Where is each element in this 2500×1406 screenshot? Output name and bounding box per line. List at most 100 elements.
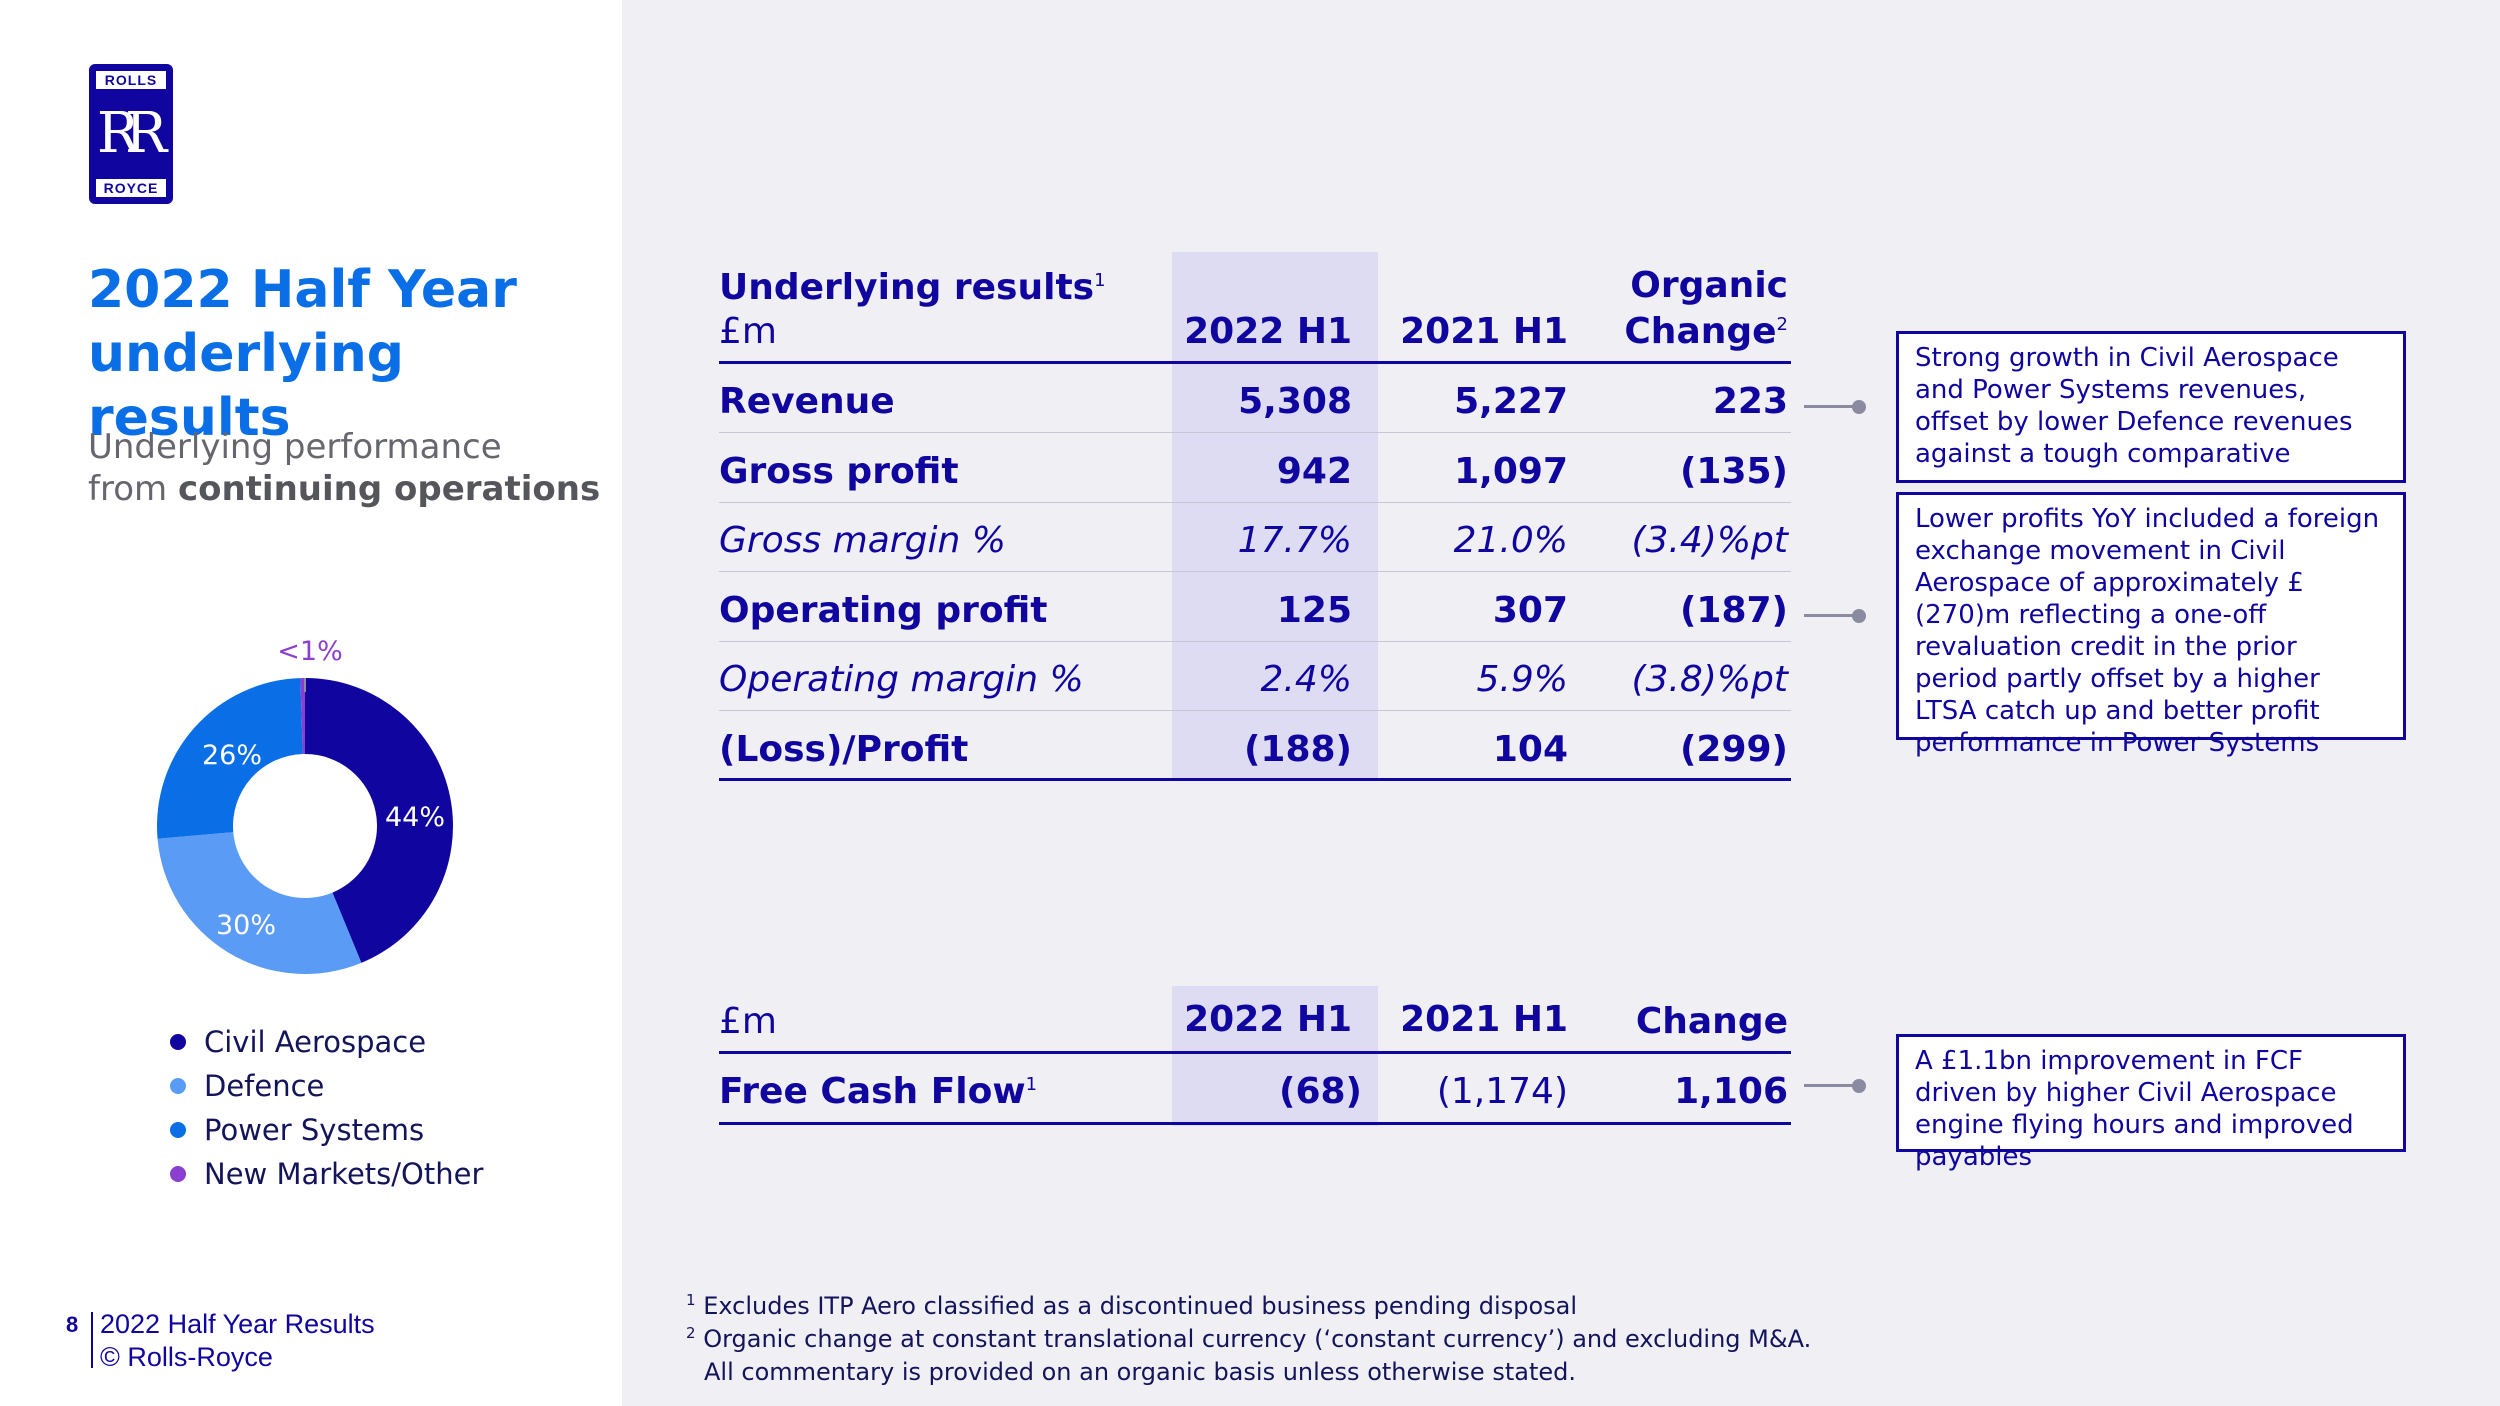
table2-header-rule xyxy=(719,1051,1791,1054)
row-revenue-change: 223 xyxy=(1712,381,1788,422)
footer-line-1: 2022 Half Year Results xyxy=(100,1309,375,1339)
row-revenue-2021: 5,227 xyxy=(1454,381,1568,422)
row-divider xyxy=(719,502,1791,503)
logo-monogram: RR xyxy=(96,101,167,166)
row-gross-profit-change: (135) xyxy=(1679,451,1788,492)
row-fcf-label-text: Free Cash Flow xyxy=(719,1071,1026,1112)
connector-dot-icon xyxy=(1852,400,1866,414)
page-number: 8 xyxy=(66,1312,79,1337)
row-loss-profit-2022: (188) xyxy=(1243,729,1352,770)
connector-line xyxy=(1804,1084,1856,1087)
row-gross-margin-2022: 17.7% xyxy=(1237,520,1352,561)
table1-header-rule xyxy=(719,361,1791,364)
row-operating-profit-2022: 125 xyxy=(1276,590,1352,631)
legend-dot-icon xyxy=(170,1166,186,1182)
change-header-text: Change xyxy=(1624,311,1777,352)
legend-dot-icon xyxy=(170,1078,186,1094)
rolls-royce-logo: ROLLS RR ROYCE xyxy=(89,64,173,204)
row-fcf-2021: (1,174) xyxy=(1436,1071,1568,1112)
legend-label: Power Systems xyxy=(204,1113,425,1147)
legend-label: Defence xyxy=(204,1069,325,1103)
label-other: <1% xyxy=(277,636,342,667)
row-loss-profit-2021: 104 xyxy=(1492,729,1568,770)
slice-civil-aerospace xyxy=(305,678,453,963)
row-operating-margin-label: Operating margin % xyxy=(719,659,1084,700)
footnote-marker: 2 xyxy=(686,1324,696,1342)
row-gross-profit-2021: 1,097 xyxy=(1454,451,1568,492)
footnote-2: 2 Organic change at constant translation… xyxy=(686,1323,1811,1356)
row-operating-profit-label: Operating profit xyxy=(719,590,1048,631)
connector-dot-icon xyxy=(1852,1079,1866,1093)
row-operating-profit-change: (187) xyxy=(1679,590,1788,631)
logo-bottom-text: ROYCE xyxy=(96,179,166,197)
row-divider xyxy=(719,432,1791,433)
row-operating-profit-2021: 307 xyxy=(1492,590,1568,631)
row-operating-margin-2021: 5.9% xyxy=(1476,659,1568,700)
subtitle-line-2: from continuing operations xyxy=(88,468,608,510)
row-fcf-label: Free Cash Flow1 xyxy=(719,1070,1037,1114)
table1-col-change-line1: Organic xyxy=(1630,265,1788,306)
chart-legend: Civil Aerospace Defence Power Systems Ne… xyxy=(170,1020,483,1196)
slice-new-markets-other xyxy=(300,678,305,755)
row-fcf-change: 1,106 xyxy=(1674,1071,1788,1112)
footnote-marker: 1 xyxy=(686,1291,696,1309)
table2-bottom-rule xyxy=(719,1122,1791,1125)
row-revenue-2022: 5,308 xyxy=(1238,381,1352,422)
segment-donut-chart: <1% 26% 44% 30% xyxy=(157,636,453,974)
row-loss-profit-change: (299) xyxy=(1679,729,1788,770)
title-line-2: underlying results xyxy=(88,324,404,448)
table2-col-change: Change xyxy=(1635,1001,1788,1042)
highlight-column-2022 xyxy=(1172,252,1378,780)
footnote-ref: 1 xyxy=(1025,1074,1038,1095)
subtitle-prefix: from xyxy=(88,469,178,509)
slice-power-systems xyxy=(157,678,303,839)
connector-line xyxy=(1804,405,1856,408)
table1-col-2021: 2021 H1 xyxy=(1400,311,1568,352)
legend-label: Civil Aerospace xyxy=(204,1025,427,1059)
row-loss-profit-label: (Loss)/Profit xyxy=(719,729,969,770)
row-gross-margin-label: Gross margin % xyxy=(719,520,1006,561)
row-gross-margin-2021: 21.0% xyxy=(1453,520,1568,561)
legend-label: New Markets/Other xyxy=(204,1157,484,1191)
footer-text: 2022 Half Year Results © Rolls-Royce xyxy=(100,1308,375,1374)
table1-bottom-rule xyxy=(719,778,1791,781)
row-fcf-2022: (68) xyxy=(1278,1071,1362,1112)
footer-line-2: © Rolls-Royce xyxy=(100,1342,273,1372)
footnote-1-text: Excludes ITP Aero classified as a discon… xyxy=(703,1292,1578,1320)
label-defence: 30% xyxy=(216,910,276,941)
table2-unit: £m xyxy=(719,1001,777,1042)
title-line-1: 2022 Half Year xyxy=(88,260,517,320)
highlight-column-2022-fcf xyxy=(1172,986,1378,1126)
slice-defence xyxy=(157,832,362,974)
row-gross-margin-change: (3.4)%pt xyxy=(1631,520,1788,561)
connector-line xyxy=(1804,614,1856,617)
legend-dot-icon xyxy=(170,1034,186,1050)
row-operating-margin-2022: 2.4% xyxy=(1260,659,1352,700)
label-civil-aerospace: 44% xyxy=(385,802,445,833)
row-divider xyxy=(719,571,1791,572)
callout-fcf: A £1.1bn improvement in FCF driven by hi… xyxy=(1896,1034,2406,1172)
table2-col-2022: 2022 H1 xyxy=(1184,999,1352,1040)
table1-col-change-line2: Change2 xyxy=(1578,310,1788,354)
table1-col-2022: 2022 H1 xyxy=(1184,311,1352,352)
footnotes: 1 Excludes ITP Aero classified as a disc… xyxy=(686,1290,1811,1389)
legend-item-civil-aerospace: Civil Aerospace xyxy=(170,1020,483,1064)
table2-col-2021: 2021 H1 xyxy=(1400,999,1568,1040)
callout-revenue: Strong growth in Civil Aerospace and Pow… xyxy=(1896,331,2406,483)
logo-top-text: ROLLS xyxy=(96,71,166,89)
legend-dot-icon xyxy=(170,1122,186,1138)
connector-dot-icon xyxy=(1852,609,1866,623)
legend-item-power-systems: Power Systems xyxy=(170,1108,483,1152)
row-divider xyxy=(719,710,1791,711)
page-title: 2022 Half Year underlying results xyxy=(88,258,608,450)
footnote-ref: 1 xyxy=(1094,270,1106,291)
row-revenue-label: Revenue xyxy=(719,381,895,422)
sidebar: ROLLS RR ROYCE 2022 Half Year underlying… xyxy=(0,0,622,1406)
row-divider xyxy=(719,641,1791,642)
subtitle-line-1: Underlying performance xyxy=(88,427,502,467)
row-operating-margin-change: (3.8)%pt xyxy=(1631,659,1788,700)
main-content: Underlying results1 £m 2022 H1 2021 H1 O… xyxy=(622,0,2500,1406)
table1-header-label-text: Underlying results xyxy=(719,267,1095,308)
table1-header-label: Underlying results1 xyxy=(719,266,1106,310)
footnote-2-text: Organic change at constant translational… xyxy=(703,1325,1812,1353)
